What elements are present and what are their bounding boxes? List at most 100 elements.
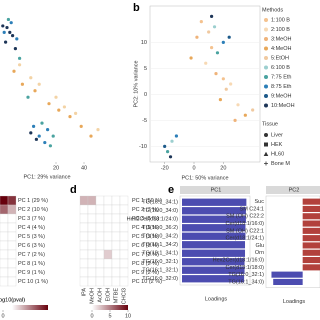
heat-cell bbox=[87, 222, 97, 233]
legend-label: 6:100 B bbox=[271, 65, 290, 71]
legend-shape bbox=[264, 161, 268, 166]
legend-label: 7:75 Eth bbox=[271, 74, 292, 80]
legend-swatch bbox=[264, 56, 268, 60]
point bbox=[46, 128, 50, 132]
point bbox=[170, 139, 174, 143]
x-tick-label: 0 bbox=[192, 165, 195, 171]
bar bbox=[302, 235, 320, 242]
heat-cell bbox=[7, 240, 17, 251]
point bbox=[4, 40, 8, 44]
heat-cell bbox=[79, 231, 89, 242]
heat-cell bbox=[95, 276, 105, 287]
heat-cell bbox=[0, 240, 9, 251]
point bbox=[236, 103, 240, 107]
heat-cell bbox=[111, 240, 121, 251]
x-axis-label: Loadings bbox=[283, 299, 306, 305]
heat-cell bbox=[111, 213, 121, 224]
legend-title: -log10(pval) bbox=[0, 297, 25, 303]
legend-label: Bone M bbox=[271, 161, 290, 167]
heat-cell bbox=[7, 267, 17, 278]
point bbox=[207, 30, 211, 34]
heat-cell bbox=[95, 195, 105, 206]
legend-label: 1:100 B bbox=[271, 17, 290, 23]
point bbox=[221, 77, 225, 81]
point bbox=[195, 35, 199, 39]
row-label: PC 9 (1 %) bbox=[18, 270, 45, 276]
point bbox=[29, 76, 33, 80]
heat-cell bbox=[103, 204, 113, 215]
point bbox=[96, 128, 100, 132]
y-tick-label: -5 bbox=[142, 118, 147, 124]
x-tick-label: 40 bbox=[81, 165, 87, 171]
point bbox=[68, 115, 72, 119]
heat-cell bbox=[119, 258, 129, 269]
legend-tick-label: 10 bbox=[125, 313, 131, 319]
legend-swatch bbox=[264, 84, 268, 89]
point bbox=[74, 111, 78, 115]
panel-label: b bbox=[133, 2, 140, 14]
legend-label: 4:MeOH bbox=[271, 46, 292, 52]
y-tick-label: SM (OH) C22:2 bbox=[226, 214, 264, 220]
point bbox=[54, 95, 58, 99]
legend-tick-label: 0 bbox=[1, 313, 4, 319]
y-axis-label: PC2: 10% variance bbox=[133, 60, 139, 107]
y-tick-label: TG(16:0_32:1) bbox=[142, 259, 178, 265]
heat-cell bbox=[111, 249, 121, 260]
point bbox=[210, 14, 214, 18]
legend-title: Methods bbox=[262, 7, 283, 13]
legend-swatch bbox=[264, 37, 268, 41]
bar bbox=[302, 242, 320, 249]
point bbox=[212, 25, 217, 29]
legend-shape bbox=[263, 151, 269, 156]
heat-cell bbox=[79, 249, 89, 260]
point bbox=[214, 72, 218, 76]
heat-cell bbox=[79, 267, 89, 278]
point bbox=[224, 87, 228, 91]
heat-cell bbox=[103, 258, 113, 269]
legend-label: 8:75 Eth bbox=[271, 84, 292, 90]
row-label: PC 3 (5 %) bbox=[132, 216, 159, 222]
y-tick-label: SM (OH) C22:1 bbox=[226, 228, 264, 234]
point bbox=[227, 35, 231, 39]
heat-cell bbox=[119, 240, 129, 251]
y-tick-label: 10 bbox=[141, 40, 147, 46]
point bbox=[251, 108, 255, 112]
column-label: MTBE bbox=[113, 288, 119, 304]
y-tick-label: Hex2Cer(d18:1/24:0) bbox=[127, 217, 179, 223]
point bbox=[57, 108, 61, 112]
bar bbox=[182, 258, 245, 266]
panel-label: d bbox=[70, 184, 77, 196]
bar bbox=[302, 220, 320, 227]
heat-cell bbox=[0, 267, 9, 278]
point bbox=[47, 102, 51, 106]
heat-cell bbox=[119, 204, 129, 215]
y-tick-label: Suc bbox=[255, 199, 265, 205]
row-label: PC 3 (7 %) bbox=[18, 216, 45, 222]
legend-label: 5:EtOH bbox=[271, 55, 289, 61]
x-axis-label: PC1: 50% variance bbox=[181, 175, 228, 181]
heat-cell bbox=[111, 276, 121, 287]
legend-title: -log10(pval) bbox=[0, 297, 25, 303]
y-tick-label: TG(16:0_32:0) bbox=[142, 276, 178, 282]
legend-shape bbox=[264, 142, 268, 147]
point bbox=[163, 144, 167, 148]
heat-cell bbox=[7, 231, 17, 242]
y-tick-label: TG(16:0_34:0) bbox=[142, 208, 178, 214]
point bbox=[8, 30, 12, 34]
heat-cell bbox=[103, 267, 113, 278]
plot-frame bbox=[265, 195, 320, 288]
legend-swatch bbox=[264, 75, 268, 79]
y-tick-label: Cer(d18:1/24:1) bbox=[225, 236, 264, 242]
heat-cell bbox=[87, 267, 97, 278]
point bbox=[221, 40, 225, 45]
heat-cell bbox=[119, 195, 129, 206]
heat-cell bbox=[119, 267, 129, 278]
point bbox=[199, 20, 203, 24]
heat-cell bbox=[7, 276, 17, 287]
point bbox=[243, 113, 247, 117]
heat-cell bbox=[0, 258, 9, 269]
point bbox=[20, 82, 24, 86]
legend-label: HEK bbox=[271, 142, 283, 148]
heat-cell bbox=[87, 249, 97, 260]
